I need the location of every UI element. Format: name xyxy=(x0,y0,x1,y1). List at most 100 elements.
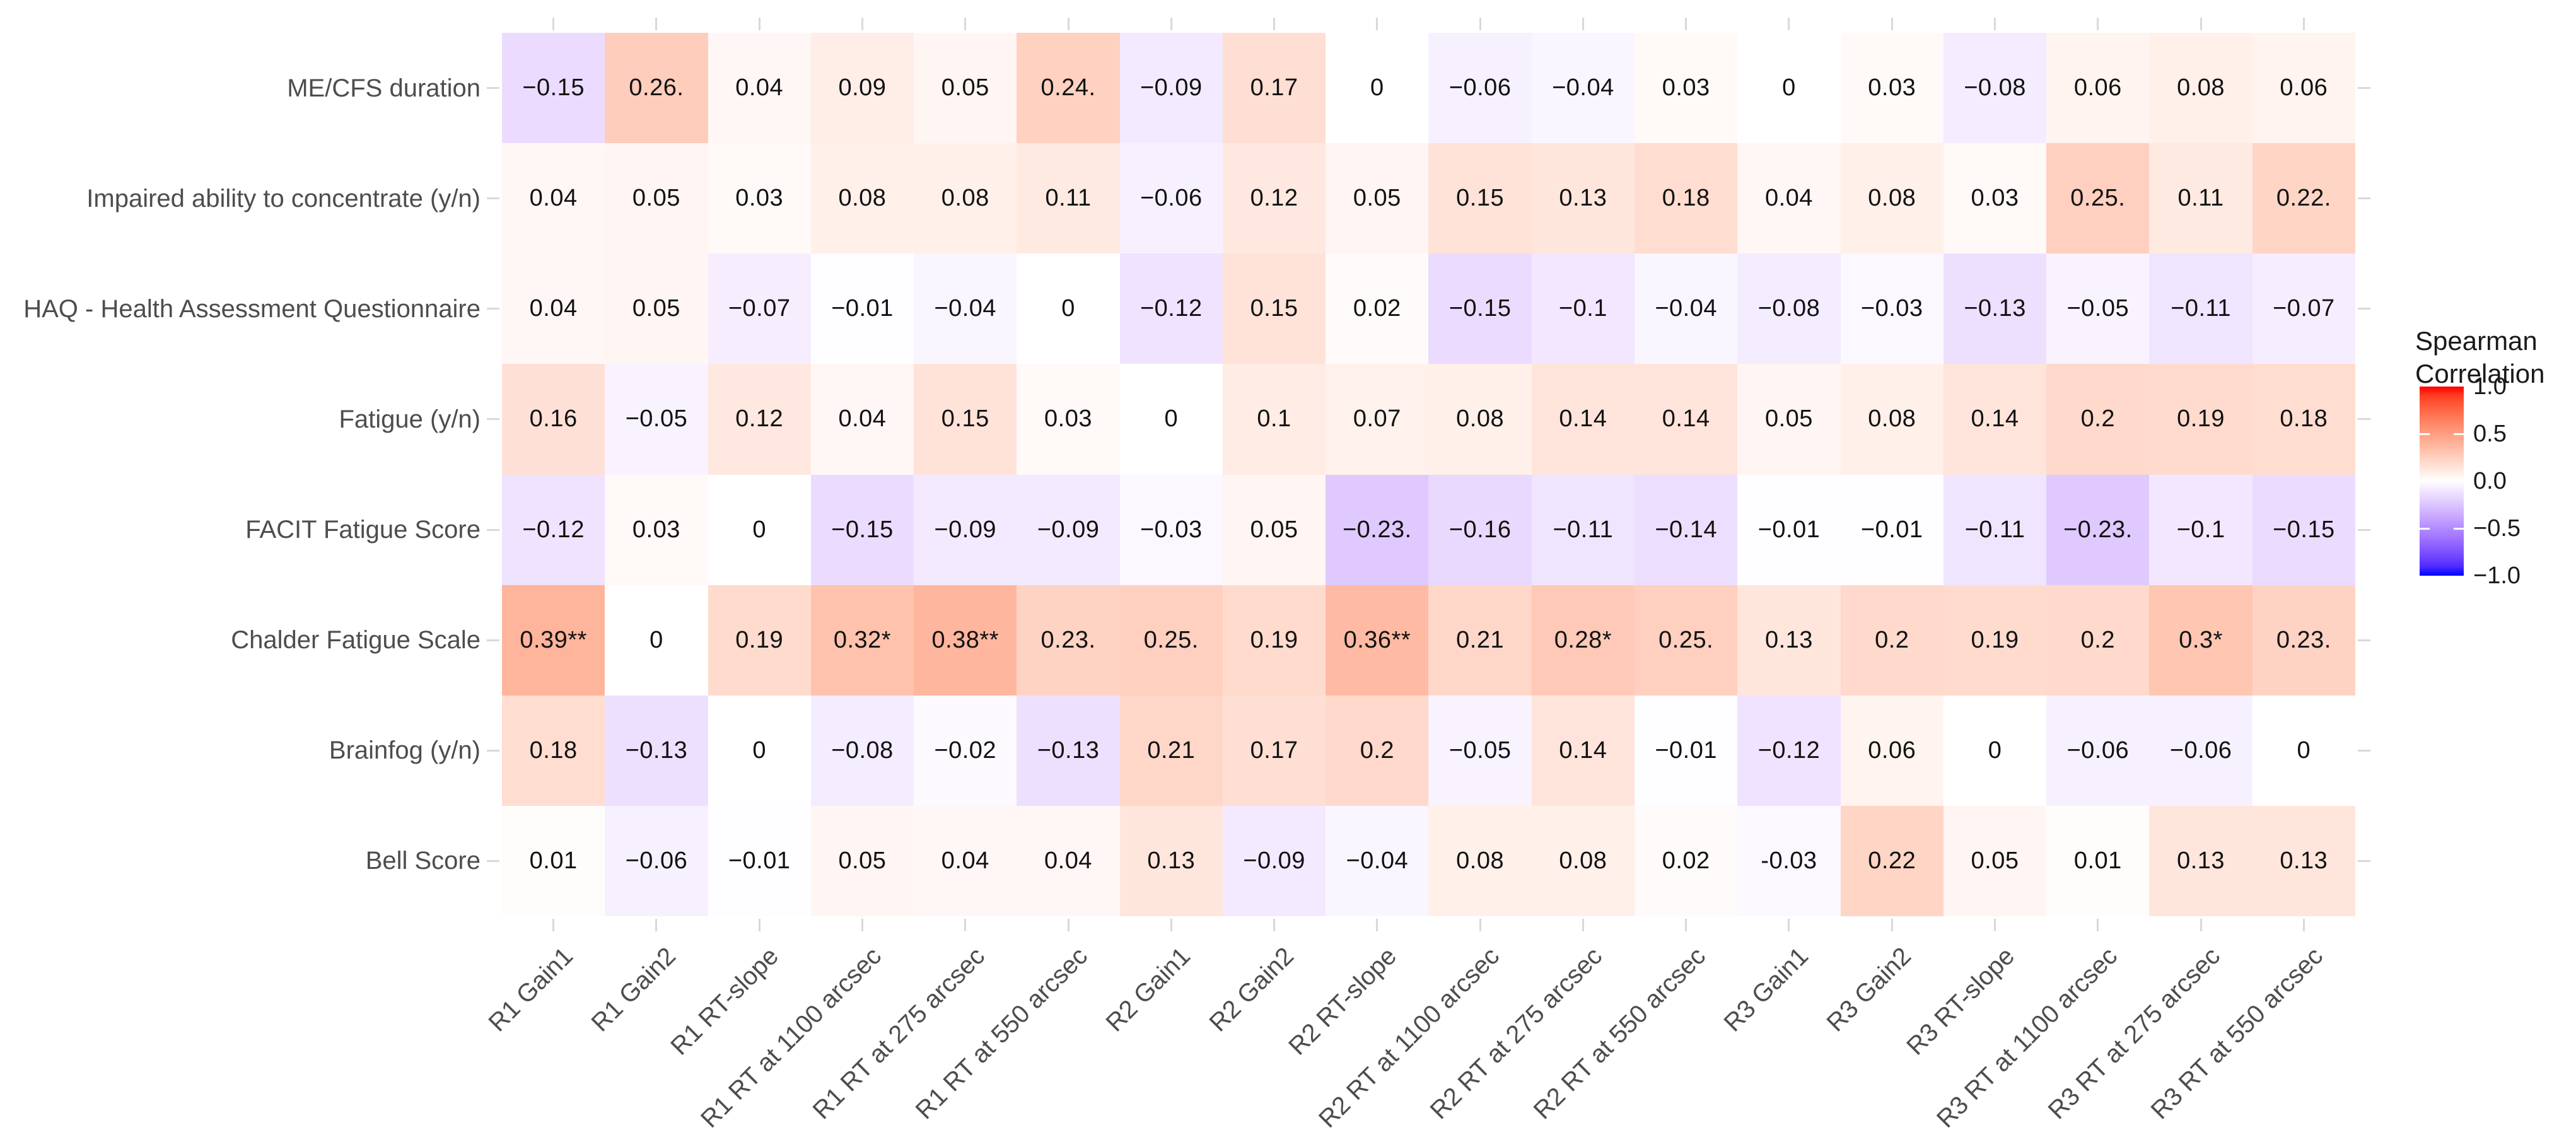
axis-tick xyxy=(655,919,658,931)
axis-tick xyxy=(1685,18,1687,30)
axis-tick xyxy=(1067,18,1069,30)
heatmap-cell: 0.15 xyxy=(1222,253,1326,364)
heatmap-cell: 0.17 xyxy=(1222,33,1326,144)
heatmap-cell: 0.05 xyxy=(1943,805,2047,916)
heatmap-cell: −0.04 xyxy=(1635,253,1738,364)
heatmap-cell: −0.07 xyxy=(708,253,811,364)
heatmap-cell: 0.03 xyxy=(1635,33,1738,144)
heatmap-cell: −0.03 xyxy=(1840,253,1944,364)
legend-bar-tick xyxy=(2454,433,2464,435)
heatmap-cell: 0.05 xyxy=(810,805,914,916)
heatmap-cell: 0.04 xyxy=(708,33,811,144)
heatmap-cell: 0.21 xyxy=(1428,585,1532,696)
heatmap-cell: 0.25. xyxy=(1119,585,1223,696)
heatmap-cell: −0.05 xyxy=(605,364,708,475)
legend-tick-label: −0.5 xyxy=(2473,515,2521,542)
legend-title-line-1: Spearman xyxy=(2415,326,2538,356)
heatmap-cell: 0.04 xyxy=(810,364,914,475)
heatmap-cell: −0.12 xyxy=(1737,695,1841,806)
heatmap-cell: 0.05 xyxy=(605,253,708,364)
heatmap-cell: −0.08 xyxy=(1943,33,2047,144)
legend-title-line-2: Correlation xyxy=(2415,359,2545,388)
heatmap-cell: 0.06 xyxy=(2252,33,2355,144)
axis-tick xyxy=(2358,197,2370,200)
heatmap-cell: −0.06 xyxy=(1119,143,1223,254)
heatmap-cell: −0.13 xyxy=(605,695,708,806)
heatmap-cell: 0.26. xyxy=(605,33,708,144)
heatmap-cell: 0.18 xyxy=(1635,143,1738,254)
axis-tick xyxy=(487,418,499,421)
axis-tick xyxy=(1891,18,1893,30)
axis-tick xyxy=(487,639,499,641)
heatmap-cell: 0.08 xyxy=(810,143,914,254)
axis-tick xyxy=(2097,919,2099,931)
axis-tick xyxy=(2302,18,2305,30)
heatmap-cell: 0.02 xyxy=(1635,805,1738,916)
heatmap-cell: 0.22. xyxy=(2252,143,2355,254)
heatmap-cell: −0.06 xyxy=(2149,695,2253,806)
heatmap-cell: 0.03 xyxy=(708,143,811,254)
heatmap-cell: 0.03 xyxy=(1943,143,2047,254)
heatmap-cell: 0.2 xyxy=(1326,695,1429,806)
heatmap-cell: 0.2 xyxy=(1840,585,1944,696)
heatmap-cell: 0.2 xyxy=(2046,364,2150,475)
heatmap-cell: −0.03 xyxy=(1119,474,1223,585)
heatmap-cell: −0.11 xyxy=(1531,474,1635,585)
heatmap-cell: 0 xyxy=(1119,364,1223,475)
heatmap-cell: −0.06 xyxy=(2046,695,2150,806)
axis-tick xyxy=(1479,919,1481,931)
heatmap-cell: 0 xyxy=(605,585,708,696)
heatmap-cell: −0.11 xyxy=(2149,253,2253,364)
legend-tick-label: −1.0 xyxy=(2473,562,2521,589)
heatmap-cell: 0.12 xyxy=(1222,143,1326,254)
heatmap-cell: −0.09 xyxy=(1119,33,1223,144)
heatmap-cell: −0.04 xyxy=(914,253,1017,364)
axis-tick xyxy=(487,528,499,531)
heatmap-cell: −0.01 xyxy=(708,805,811,916)
heatmap-cell: 0 xyxy=(1737,33,1841,144)
legend-tick-label: 0.0 xyxy=(2473,468,2507,494)
heatmap-cell: −0.1 xyxy=(1531,253,1635,364)
heatmap-cell: −0.05 xyxy=(2046,253,2150,364)
heatmap-cell: −0.13 xyxy=(1017,695,1120,806)
heatmap-cell: 0.38** xyxy=(914,585,1017,696)
heatmap-cell: 0.17 xyxy=(1222,695,1326,806)
heatmap-cell: 0.03 xyxy=(1017,364,1120,475)
heatmap-cell: −0.1 xyxy=(2149,474,2253,585)
heatmap-cell: 0.04 xyxy=(1737,143,1841,254)
heatmap-cell: 0.08 xyxy=(1531,805,1635,916)
heatmap-cell: 0 xyxy=(708,695,811,806)
heatmap-cell: −0.09 xyxy=(1017,474,1120,585)
heatmap-cell: −0.13 xyxy=(1943,253,2047,364)
heatmap-cell: 0.08 xyxy=(1840,143,1944,254)
heatmap-cell: −0.16 xyxy=(1428,474,1532,585)
axis-tick xyxy=(552,18,555,30)
axis-tick xyxy=(655,18,658,30)
heatmap-cell: 0.2 xyxy=(2046,585,2150,696)
heatmap-cell: 0.28* xyxy=(1531,585,1635,696)
heatmap-cell: −0.05 xyxy=(1428,695,1532,806)
heatmap-cell: 0.14 xyxy=(1943,364,2047,475)
heatmap-cell: −0.12 xyxy=(502,474,605,585)
axis-tick xyxy=(2358,859,2370,862)
heatmap-cell: 0.18 xyxy=(2252,364,2355,475)
heatmap-cell: 0.24. xyxy=(1017,33,1120,144)
heatmap-cell: 0.08 xyxy=(1840,364,1944,475)
heatmap-cell: 0.19 xyxy=(708,585,811,696)
heatmap-cell: −0.07 xyxy=(2252,253,2355,364)
heatmap-cell: −0.09 xyxy=(914,474,1017,585)
axis-tick xyxy=(2358,308,2370,310)
heatmap-cell: 0.13 xyxy=(2252,805,2355,916)
axis-tick xyxy=(1376,919,1378,931)
row-label: Chalder Fatigue Scale xyxy=(231,626,481,655)
heatmap-cell: 0.16 xyxy=(502,364,605,475)
legend-tick-label: 1.0 xyxy=(2473,373,2507,400)
heatmap-cell: 0 xyxy=(2252,695,2355,806)
axis-tick xyxy=(1273,919,1276,931)
axis-tick xyxy=(1067,919,1069,931)
heatmap-cell: −0.11 xyxy=(1943,474,2047,585)
axis-tick xyxy=(1994,919,1996,931)
heatmap-cell: 0.01 xyxy=(2046,805,2150,916)
heatmap-cell: 0.08 xyxy=(1428,805,1532,916)
